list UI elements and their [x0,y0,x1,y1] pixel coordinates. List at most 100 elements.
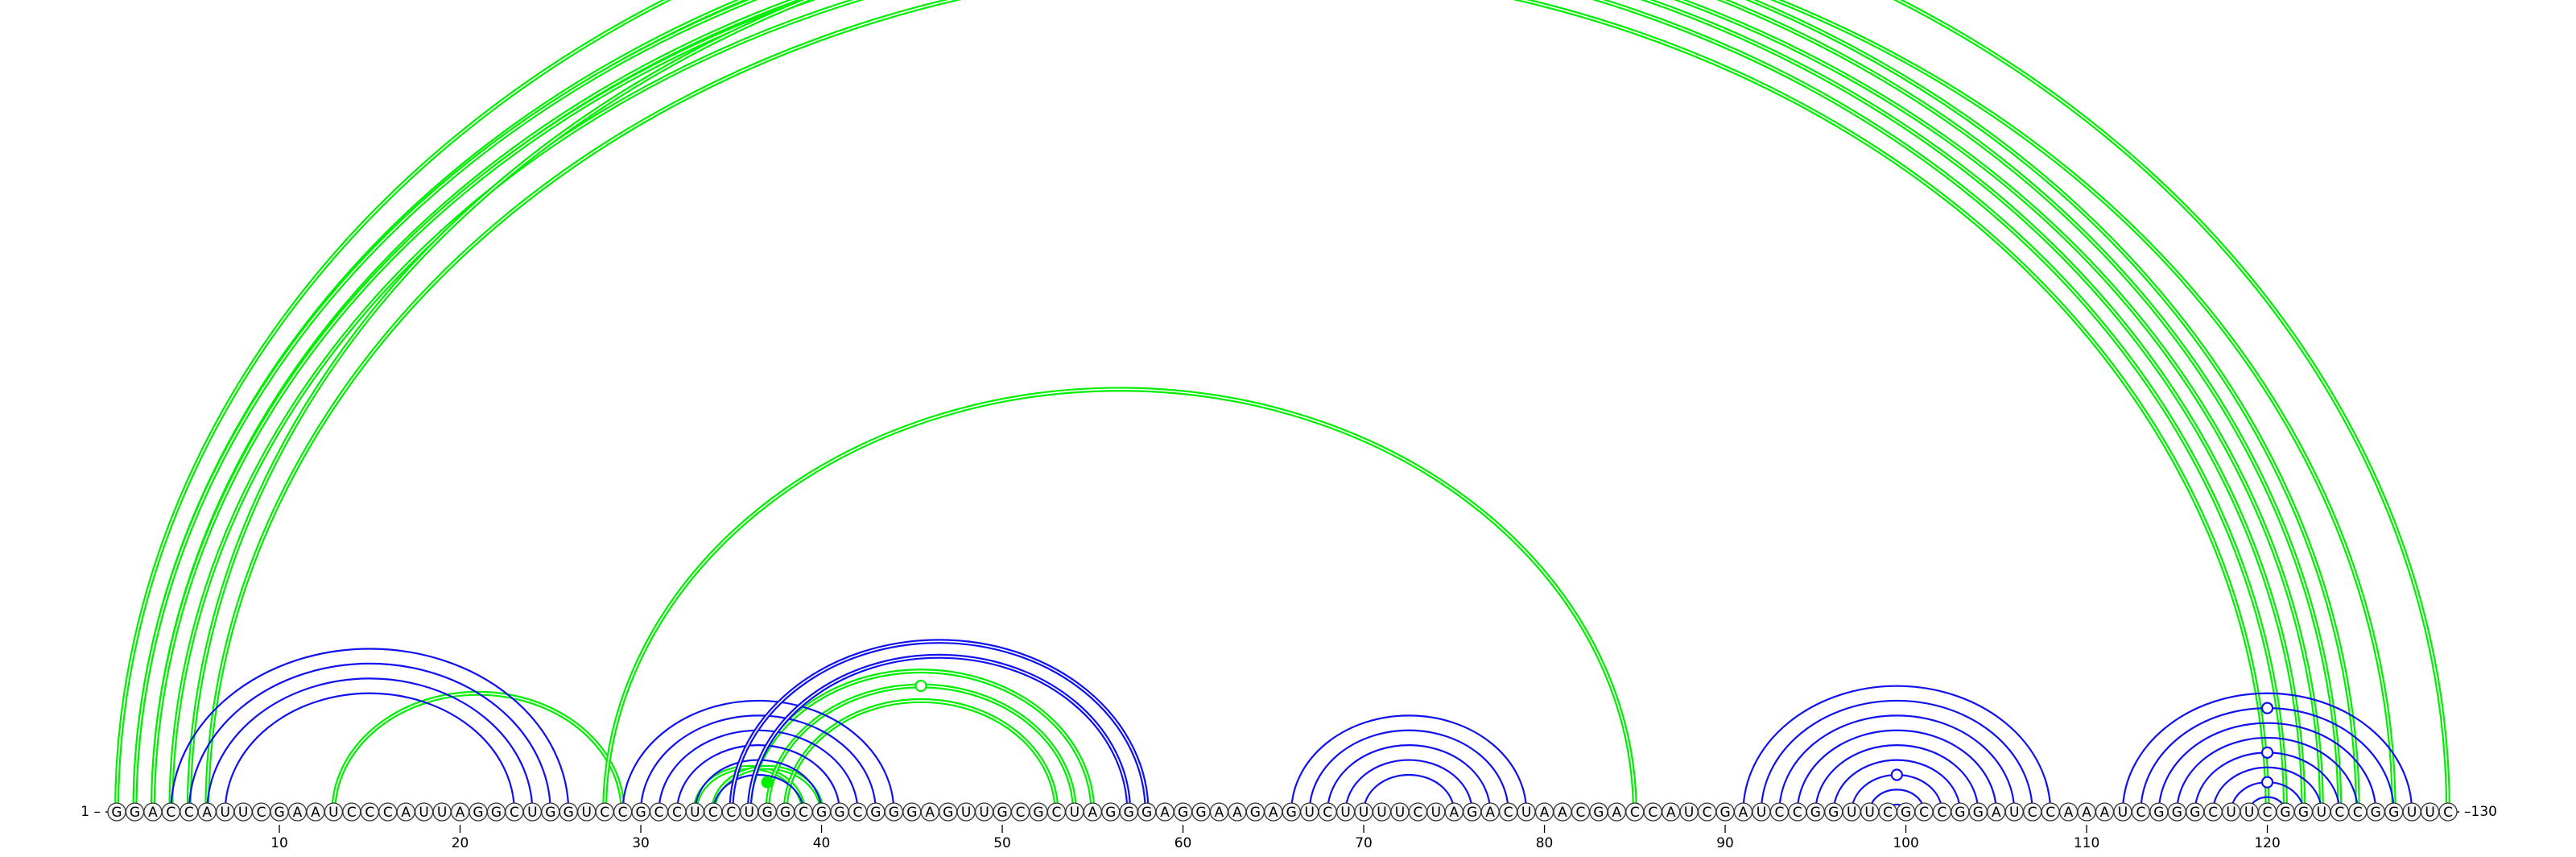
nucleotide: U [1372,802,1392,822]
nucleotide: C [1625,802,1645,822]
base-pair-arc [170,648,570,813]
nucleotide-letter: G [2388,805,2399,821]
nucleotide: C [1643,802,1662,822]
nucleotide-letter: G [1124,805,1134,821]
nucleotide-letter: A [1558,805,1567,821]
nucleotide: A [1264,802,1283,822]
nucleotide: C [2041,802,2060,822]
nucleotide: G [811,802,832,822]
nucleotide: G [993,802,1012,822]
nucleotide: A [1987,802,2006,822]
nucleotide: U [2004,802,2024,822]
pair-marker [1890,768,1903,781]
nucleotide-letter: C [1774,805,1784,821]
nucleotide-letter: G [1467,805,1477,821]
nucleotide-letter: C [2136,805,2145,821]
nucleotide-letter: A [1485,805,1495,821]
tick-label: 40 [813,835,831,851]
tick-label: 10 [270,835,288,851]
nucleotide: G [2149,802,2169,822]
position-tick: 20 [452,825,469,851]
nucleotide: C [1697,802,1717,822]
tick-label: 120 [2254,835,2280,851]
nucleotide-letter: A [1160,805,1170,821]
nucleotide-letter: G [1141,805,1152,821]
nucleotide: U [1335,802,1356,822]
nucleotide: U [956,802,976,822]
base-pair-arc [621,699,895,813]
nucleotide-letter: C [726,805,736,821]
tick-label: 80 [1536,835,1554,851]
pair-marker [2260,702,2274,714]
sequence-end-label: –130 [2464,804,2497,820]
base-pair-arc [1362,773,1455,813]
nucleotide-letter: C [799,805,808,821]
base-pair-arc [168,0,2288,813]
nucleotide-letter: C [1016,805,1026,821]
base-pair-arc [188,662,551,813]
nucleotide: U [1860,802,1880,822]
nucleotide: C [2348,802,2368,822]
tick-label: 50 [993,835,1011,851]
nucleotide-letter: C [1883,805,1893,821]
nucleotide-letter: U [328,805,338,821]
nucleotide-letter: C [166,805,175,821]
nucleotide: A [2058,802,2079,822]
base-pair-arc [1832,759,1961,813]
nucleotide: A [287,802,308,822]
nucleotide: C [1046,802,1067,822]
nucleotide: C [1010,802,1030,822]
nucleotide-letter: G [2280,805,2290,821]
nucleotide-letter: A [202,805,212,821]
nucleotide-letter: A [1088,805,1097,821]
nucleotide: U [2312,802,2331,822]
tick-layer: 10 20 30 40 50 60 70 80 90 100 110 120 [270,825,2281,851]
tick-label: 20 [452,835,469,851]
position-tick: 30 [632,825,650,851]
nucleotide-letter: G [1955,805,1965,821]
nucleotide: A [1553,802,1572,822]
nucleotide: C [2257,802,2277,822]
nucleotide: A [1733,802,1753,822]
nucleotide: G [1806,802,1825,822]
nucleotide-letter: G [816,805,827,821]
nucleotide: G [1245,802,1265,822]
nucleotide: U [685,802,705,822]
nucleotide-letter: G [1033,805,1043,821]
nucleotide-letter: G [1973,805,1984,821]
base-pair-arc [206,677,534,813]
nucleotide: G [1951,802,1970,822]
nucleotide: C [1878,802,1897,822]
nucleotide: A [396,802,415,822]
nucleotide-letter: C [672,805,682,821]
nucleotide: G [1101,802,1121,822]
position-tick: 90 [1716,825,1734,851]
base-pair-arc [1778,714,2016,813]
nucleotide: C [378,802,398,822]
base-pair-arc [2176,736,2359,813]
nucleotide-letter: C [365,805,374,821]
nucleotide-letter: G [889,805,899,821]
base-pair-arc [224,692,515,813]
nucleotide: G [1029,802,1048,822]
base-pair-arc [1344,759,1473,813]
nucleotide-letter: G [1901,805,1911,821]
nucleotide-letter: U [1847,805,1856,821]
nucleotide-letter: C [1504,805,1513,821]
nucleotide: G [559,802,578,822]
nucleotide: G [2186,802,2205,822]
position-tick: 120 [2254,825,2281,851]
pair-marker [2260,746,2274,759]
nucleotide: C [1769,802,1790,822]
nucleotide-letter: U [238,805,248,821]
nucleotide: U [2402,802,2421,822]
base-pair-arc [729,639,1150,813]
nucleotide: C [613,802,633,822]
nucleotide: A [1444,802,1463,822]
nucleotide: C [1914,802,1934,822]
nucleotide: C [1499,802,1518,822]
nucleotide-letter: C [853,805,863,821]
nucleotide-letter: G [870,805,881,821]
nucleotide: G [1896,802,1916,822]
nucleotide-letter: G [2371,805,2381,821]
